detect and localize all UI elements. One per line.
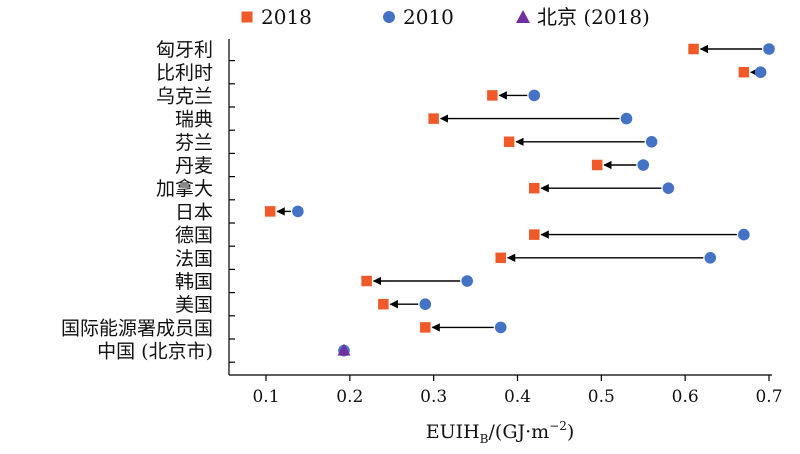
axes: 0.1 0.2 0.3 0.4 0.5 0.6 0.7	[228, 39, 783, 407]
category-label: 瑞典	[175, 109, 213, 131]
x-tick-label: 0.4	[504, 387, 531, 407]
point-2018	[420, 322, 431, 333]
point-2018	[487, 90, 498, 101]
point-2018	[378, 298, 389, 310]
point-2018	[688, 43, 699, 55]
point-2010	[494, 321, 507, 334]
x-tick-label: 0.6	[672, 387, 699, 407]
point-2010	[637, 159, 650, 171]
category-label: 德国	[175, 225, 213, 247]
legend: 2018 2010 北京 (2018)	[241, 5, 650, 29]
point-2018	[529, 182, 540, 194]
point-2018	[503, 136, 515, 148]
legend-marker-2010	[383, 11, 395, 23]
point-2010	[754, 66, 767, 78]
point-2010	[620, 112, 633, 125]
category-label: 加拿大	[156, 177, 213, 200]
category-label: 中国 (北京市)	[97, 341, 213, 363]
category-label: 芬兰	[175, 132, 213, 154]
category-label: 日本	[175, 201, 213, 223]
category-label: 法国	[175, 248, 213, 270]
x-tick-label: 0.3	[420, 387, 447, 407]
point-2010	[419, 298, 432, 311]
point-2010	[662, 182, 675, 194]
point-2018	[591, 159, 603, 171]
point-beijing-2018	[337, 343, 351, 356]
x-tick-label: 0.1	[252, 387, 279, 407]
legend-label: 2018	[261, 5, 312, 29]
arrows	[276, 44, 762, 332]
x-tick-label: 0.5	[588, 387, 615, 407]
legend-label: 2010	[403, 5, 454, 29]
point-2018	[428, 113, 439, 124]
point-2010	[645, 136, 658, 148]
point-2018	[529, 229, 540, 240]
category-label: 乌克兰	[156, 85, 213, 107]
legend-marker-beijing	[516, 10, 530, 23]
point-2018	[264, 206, 276, 217]
point-2010	[292, 205, 304, 218]
x-tick-label: 0.7	[755, 387, 782, 407]
point-2010	[704, 251, 717, 264]
x-tick-label: 0.2	[336, 387, 363, 407]
data-points	[264, 43, 775, 357]
point-2010	[528, 89, 541, 102]
legend-marker-2018	[241, 11, 253, 23]
point-2018	[495, 252, 506, 264]
category-label: 丹麦	[175, 155, 213, 177]
category-label: 匈牙利	[156, 39, 213, 61]
category-label: 国际能源署成员国	[61, 317, 213, 339]
category-label: 比利时	[156, 62, 213, 84]
point-2010	[763, 43, 775, 55]
point-2018	[361, 275, 372, 287]
point-2010	[738, 228, 750, 241]
category-label: 美国	[175, 294, 213, 316]
category-label: 韩国	[175, 271, 213, 293]
point-2018	[738, 66, 750, 78]
point-2010	[461, 275, 474, 287]
x-axis-title: EUIHB/(GJ·m−2)	[426, 419, 575, 446]
legend-label: 北京 (2018)	[537, 5, 650, 29]
